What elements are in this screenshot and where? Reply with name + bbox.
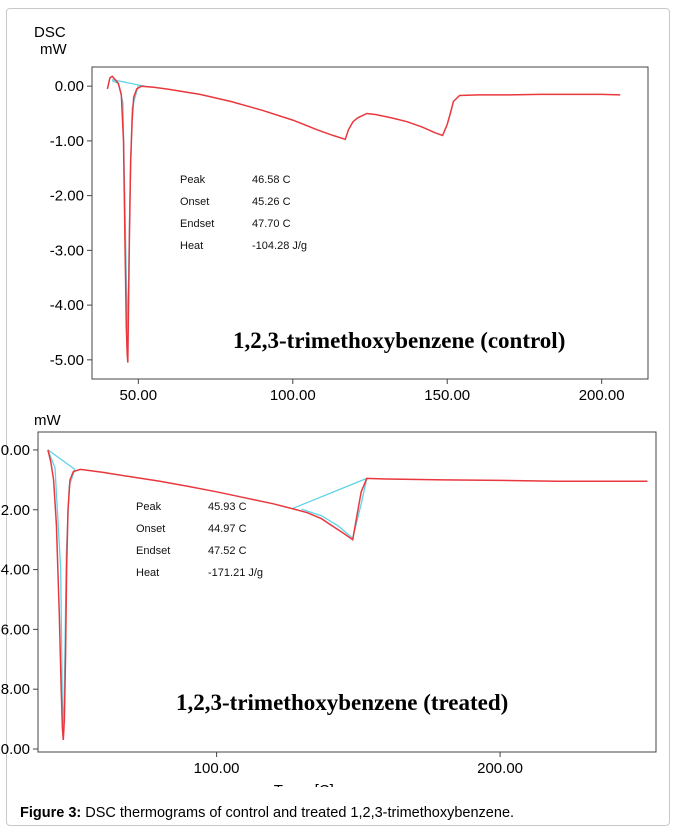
c2-x-axis-label: Temp [C] bbox=[274, 782, 334, 787]
c1-y-tick-label: -5.00 bbox=[50, 352, 84, 369]
c1-stat-label: Endset bbox=[180, 218, 214, 230]
c2-series-line bbox=[47, 449, 648, 741]
c2-plot-frame bbox=[37, 431, 657, 753]
c1-stat-value: 45.26 C bbox=[252, 196, 291, 208]
c2-y-tick-label: -2.00 bbox=[0, 502, 30, 519]
c1-y-tick-label: -3.00 bbox=[50, 242, 84, 259]
c1-y-tick-label: -1.00 bbox=[50, 133, 84, 150]
c2-stat-label: Onset bbox=[136, 523, 165, 535]
c2-stat-value: 47.52 C bbox=[208, 545, 247, 557]
c2-y-tick-label: 0.00 bbox=[1, 442, 30, 459]
c1-stat-label: Peak bbox=[180, 174, 206, 186]
c2-stat-label: Peak bbox=[136, 501, 162, 513]
c2-baseline-line bbox=[292, 477, 368, 509]
c2-baseline-line bbox=[301, 478, 368, 540]
caption-text: DSC thermograms of control and treated 1… bbox=[81, 805, 515, 821]
c2-x-tick-label: 200.00 bbox=[477, 760, 523, 777]
c2-stat-label: Heat bbox=[136, 567, 159, 579]
c1-y-axis-label: mW bbox=[40, 41, 67, 58]
treated-thermogram-chart: 0.00 -2.00 -4.00 -6.00 -8.00 10.00 100.00 200.0… bbox=[0, 412, 657, 787]
figure-frame bbox=[6, 8, 670, 826]
c2-x-tick-label: 100.00 bbox=[194, 760, 240, 777]
c2-baseline-line bbox=[47, 449, 76, 470]
c1-series-line bbox=[106, 75, 621, 363]
c1-stat-value: 46.58 C bbox=[252, 174, 291, 186]
c2-y-tick-label: 10.00 bbox=[0, 741, 30, 758]
c1-stat-label: Onset bbox=[180, 196, 209, 208]
c2-stat-value: 44.97 C bbox=[208, 523, 247, 535]
c1-stat-value: 47.70 C bbox=[252, 218, 291, 230]
c1-stat-label: Heat bbox=[180, 240, 203, 252]
c2-annotation-title: 1,2,3-trimethoxybenzene (treated) bbox=[176, 690, 508, 715]
c1-annotation-title: 1,2,3-trimethoxybenzene (control) bbox=[233, 328, 565, 353]
c1-x-tick-label: 150.00 bbox=[424, 387, 470, 404]
control-thermogram-chart: 0.00 -1.00 -2.00 -3.00 -4.00 -5.00 50.00 100.00… bbox=[34, 24, 649, 404]
c2-y-tick-label: -8.00 bbox=[0, 681, 30, 698]
c1-baseline-line bbox=[111, 78, 145, 87]
c1-stat-value: -104.28 J/g bbox=[252, 240, 307, 252]
c1-y-axis-label: DSC bbox=[34, 24, 66, 41]
c2-stat-value: 45.93 C bbox=[208, 501, 247, 513]
c1-y-tick-label: 0.00 bbox=[55, 78, 84, 95]
caption-label: Figure 3: bbox=[20, 805, 82, 821]
c1-y-tick-label: -2.00 bbox=[50, 188, 84, 205]
c2-stat-value: -171.21 J/g bbox=[208, 567, 263, 579]
c2-y-tick-label: -6.00 bbox=[0, 621, 30, 638]
c1-x-tick-label: 100.00 bbox=[270, 387, 316, 404]
c1-x-tick-label: 50.00 bbox=[120, 387, 158, 404]
c1-x-tick-label: 200.00 bbox=[579, 387, 625, 404]
figure-caption: Figure 3: DSC thermograms of control and… bbox=[20, 805, 514, 821]
c2-stat-label: Endset bbox=[136, 545, 170, 557]
c1-y-tick-label: -4.00 bbox=[50, 297, 84, 314]
c2-y-axis-label: mW bbox=[34, 412, 61, 429]
c2-y-tick-label: -4.00 bbox=[0, 562, 30, 579]
c1-plot-frame bbox=[91, 66, 649, 380]
